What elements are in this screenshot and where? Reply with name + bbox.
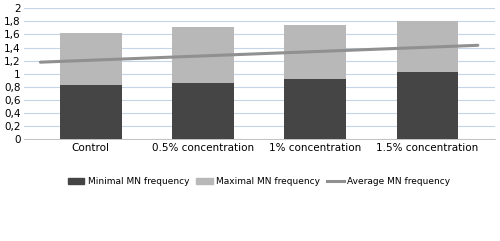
Bar (172, 83, 234, 139)
Bar (60, 85, 122, 139)
Bar (284, 25, 346, 139)
Bar (284, 79, 346, 139)
Legend: Minimal MN frequency, Maximal MN frequency, Average MN frequency: Minimal MN frequency, Maximal MN frequen… (64, 174, 454, 190)
Bar (60, 33, 122, 139)
Bar (396, 72, 458, 139)
Bar (172, 27, 234, 139)
Bar (396, 21, 458, 139)
